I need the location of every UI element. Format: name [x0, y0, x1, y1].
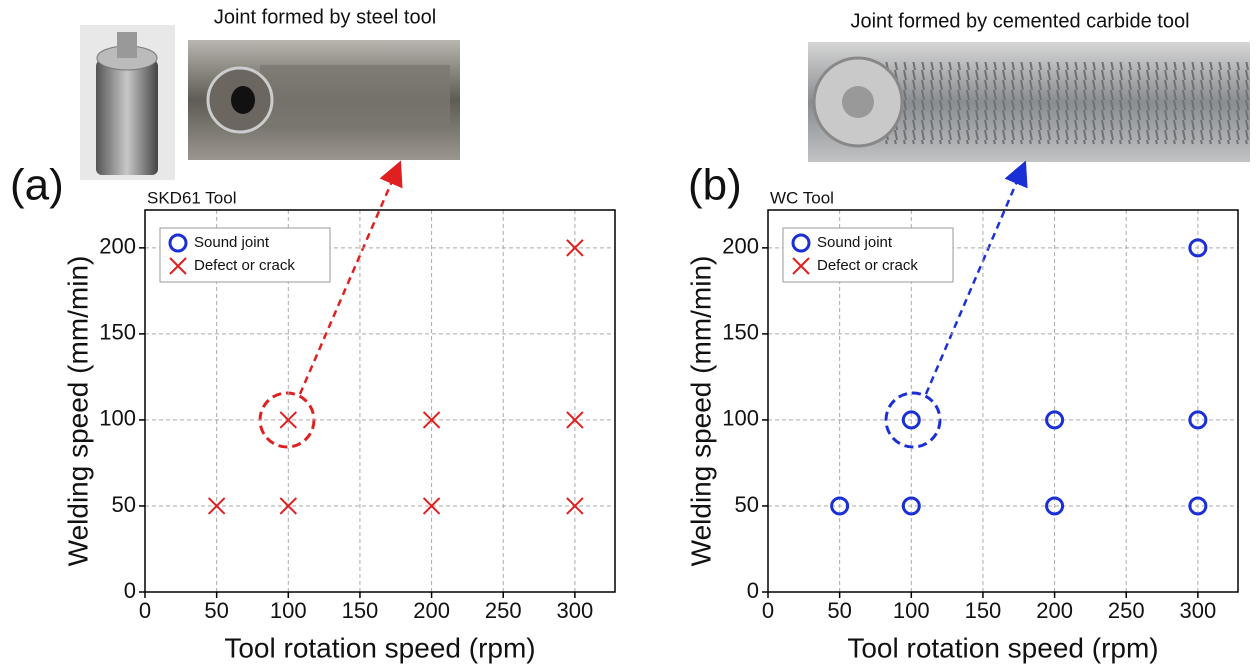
point — [1188, 410, 1208, 430]
y-tick-label: 150 — [722, 320, 759, 345]
y-tick-label: 0 — [747, 578, 759, 603]
x-tick-label: 150 — [342, 598, 379, 623]
point — [1045, 496, 1065, 516]
x-tick-label: 100 — [893, 598, 930, 623]
legend-label: Defect or crack — [194, 257, 295, 274]
y-tick-label: 200 — [99, 234, 136, 259]
x-tick-label: 200 — [1036, 598, 1073, 623]
legend-label: Sound joint — [817, 234, 893, 251]
point-stroke — [792, 257, 810, 275]
point — [207, 497, 226, 515]
panel-label: (a) — [10, 161, 64, 210]
point — [422, 497, 441, 515]
point-stroke — [279, 497, 297, 515]
panel-title: WC Tool — [770, 188, 834, 207]
point — [1045, 410, 1065, 430]
point-stroke — [566, 411, 584, 429]
y-tick-label: 0 — [124, 578, 136, 603]
x-tick-label: 0 — [762, 598, 774, 623]
point — [901, 410, 921, 430]
point-stroke — [566, 239, 584, 257]
x-axis-label: Tool rotation speed (rpm) — [224, 632, 535, 663]
x-tick-label: 100 — [270, 598, 307, 623]
point — [1188, 238, 1208, 258]
point-stroke — [169, 257, 187, 275]
point-stroke — [422, 411, 441, 429]
caption: Joint formed by steel tool — [214, 6, 436, 28]
y-tick-label: 100 — [722, 406, 759, 431]
plot-frame — [144, 209, 616, 593]
legend-symbol — [169, 257, 187, 275]
legend-symbol — [792, 257, 810, 275]
y-axis-label: Welding speed (mm/min) — [685, 256, 716, 567]
point-stroke — [279, 411, 297, 429]
x-axis-label: Tool rotation speed (rpm) — [847, 632, 1158, 663]
legend-box — [782, 227, 954, 283]
legend-label: Defect or crack — [817, 257, 918, 274]
point-stroke — [422, 497, 441, 515]
point — [566, 411, 584, 429]
point — [901, 496, 921, 516]
x-tick-label: 300 — [557, 598, 594, 623]
y-axis-label: Welding speed (mm/min) — [62, 256, 93, 567]
panel-label: (b) — [688, 161, 742, 210]
x-tick-label: 50 — [204, 598, 228, 623]
plot-frame — [767, 209, 1239, 593]
x-tick-label: 250 — [485, 598, 522, 623]
caption: Joint formed by cemented carbide tool — [850, 10, 1189, 32]
point-stroke — [207, 497, 226, 515]
point-stroke — [566, 497, 584, 515]
x-tick-label: 200 — [413, 598, 450, 623]
legend-label: Sound joint — [194, 234, 270, 251]
legend-symbol — [168, 233, 188, 253]
point — [830, 496, 850, 516]
point — [279, 411, 297, 429]
point — [1188, 496, 1208, 516]
x-tick-label: 0 — [139, 598, 151, 623]
tool-photo — [80, 25, 175, 180]
panel-title: SKD61 Tool — [147, 188, 236, 207]
x-tick-label: 150 — [965, 598, 1002, 623]
x-tick-label: 250 — [1108, 598, 1145, 623]
y-tick-label: 150 — [99, 320, 136, 345]
point — [566, 497, 584, 515]
legend-box — [159, 227, 331, 283]
x-tick-label: 300 — [1180, 598, 1217, 623]
point — [422, 411, 441, 429]
x-tick-label: 50 — [827, 598, 851, 623]
arrow — [298, 160, 403, 395]
y-tick-label: 100 — [99, 406, 136, 431]
carbide-joint-photo — [808, 42, 1250, 162]
point — [566, 239, 584, 257]
point — [279, 497, 297, 515]
y-tick-label: 50 — [112, 492, 136, 517]
steel-joint-photo — [188, 40, 460, 160]
y-tick-label: 200 — [722, 234, 759, 259]
legend-symbol — [791, 233, 811, 253]
y-tick-label: 50 — [735, 492, 759, 517]
arrow — [924, 160, 1028, 395]
